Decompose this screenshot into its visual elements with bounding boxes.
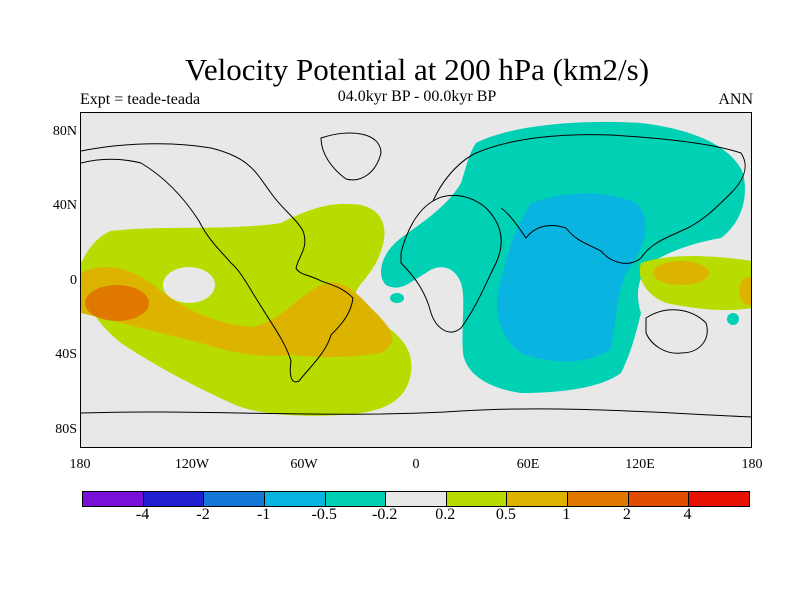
lon-tick-60w: 60W xyxy=(290,457,318,472)
contour-region-blue-indianocean xyxy=(497,193,646,362)
lat-tick-80n: 80N xyxy=(52,124,77,139)
colorbar-label: 0.5 xyxy=(495,506,516,523)
map-title: Velocity Potential at 200 hPa (km2/s) xyxy=(184,52,650,87)
contour-region-teal-atlantic xyxy=(390,293,404,303)
colorbar-label: 2 xyxy=(622,506,631,523)
lat-tick-40s: 40S xyxy=(55,347,77,362)
contour-region-teal-australia xyxy=(727,313,739,325)
lon-tick-60e: 60E xyxy=(516,457,540,472)
map-panel xyxy=(80,112,752,448)
season-label: ANN xyxy=(718,91,753,108)
contour-hole-pacific xyxy=(163,267,215,303)
colorbar-label: -0.5 xyxy=(311,506,337,523)
lat-tick-0: 0 xyxy=(70,273,77,288)
colorbar-swatch-7 xyxy=(507,492,569,506)
colorbar-swatch-10 xyxy=(689,492,750,506)
contour-region-orange-westpacific xyxy=(653,261,709,285)
lon-tick-120e: 120E xyxy=(625,457,655,472)
colorbar-label: 1 xyxy=(562,506,571,523)
lon-tick-120w: 120W xyxy=(174,457,210,472)
colorbar-label: 4 xyxy=(683,506,692,523)
coastlines xyxy=(81,132,751,418)
colorbar-swatch-5 xyxy=(386,492,447,506)
colorbar-label: -4 xyxy=(135,506,150,523)
colorbar-swatch-8 xyxy=(568,492,629,506)
contour-region-darkorange-pacific xyxy=(85,285,149,321)
lon-tick-180e: 180 xyxy=(741,457,763,472)
period-label: 04.0kyr BP - 00.0kyr BP xyxy=(337,88,497,105)
colorbar-swatch-1 xyxy=(143,492,205,506)
colorbar-swatch-3 xyxy=(264,492,326,506)
colorbar-swatch-6 xyxy=(446,492,508,506)
colorbar-swatch-4 xyxy=(325,492,387,506)
colorbar-label: -1 xyxy=(256,506,271,523)
colorbar-label: 0.2 xyxy=(435,506,456,523)
colorbar-swatch-9 xyxy=(628,492,690,506)
contour-region-green-pacific xyxy=(81,203,412,416)
lat-tick-80s: 80S xyxy=(55,422,77,437)
colorbar-swatch-0 xyxy=(83,492,144,506)
colorbar-swatch-2 xyxy=(204,492,265,506)
contour-region-orange-pacific xyxy=(81,267,393,358)
colorbar-label: -2 xyxy=(196,506,210,523)
lat-tick-40n: 40N xyxy=(52,198,77,213)
lon-tick-0: 0 xyxy=(412,457,420,472)
experiment-label: Expt = teade-teada xyxy=(80,91,201,108)
contour-region-orange-dateline xyxy=(739,277,751,305)
contour-map xyxy=(81,121,751,418)
colorbar-label: -0.2 xyxy=(372,506,398,523)
lon-tick-180w: 180 xyxy=(69,457,91,472)
colorbar xyxy=(82,491,750,507)
